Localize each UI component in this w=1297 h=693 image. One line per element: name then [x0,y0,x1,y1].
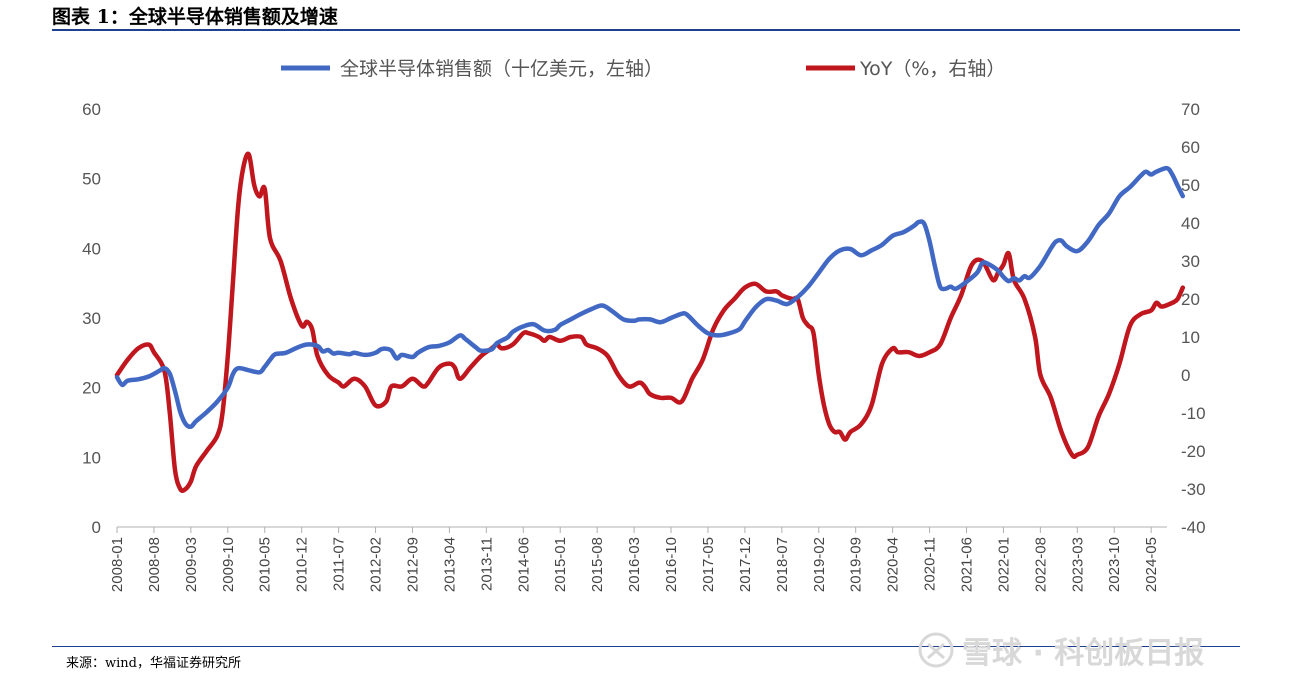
x-tick-label: 2009-10 [220,537,237,592]
x-tick-label: 2022-08 [1032,537,1049,592]
x-tick-label: 2015-01 [552,537,569,592]
x-tick-label: 2016-10 [663,537,680,592]
x-tick-label: 2011-07 [331,537,348,591]
x-tick-label: 2010-05 [257,537,274,592]
x-tick-label: 2010-12 [294,537,311,592]
x-tick-label: 2020-11 [922,537,939,591]
y-right-tick-label: 0 [1181,366,1190,385]
legend-label-sales: 全球半导体销售额（十亿美元，左轴） [340,58,663,80]
y-right-tick-label: -30 [1181,480,1206,499]
y-left-tick-label: 10 [82,448,101,467]
x-tick-label: 2023-03 [1069,537,1086,592]
y-left-tick-label: 50 [82,170,101,189]
x-tick-label: 2017-12 [737,537,754,592]
x-tick-label: 2013-11 [478,537,495,591]
x-tick-label: 2012-02 [368,537,385,592]
legend-label-yoy: YoY（%，右轴） [859,58,1005,80]
chart-series-lines [114,151,1186,493]
y-right-tick-label: -10 [1181,404,1206,423]
y-left-tick-label: 60 [82,100,101,119]
watermark-logo-icon [918,632,954,668]
x-tick-label: 2022-01 [995,537,1012,592]
y-right-tick-label: -20 [1181,442,1206,461]
x-tick-label: 2012-09 [404,537,421,592]
x-tick-label: 2008-01 [109,537,126,592]
x-tick-label: 2019-09 [848,537,865,592]
y-right-tick-label: 20 [1181,290,1200,309]
figure-title: 图表 1：全球半导体销售额及增速 [52,6,338,28]
y-right-tick-label: 40 [1181,214,1200,233]
line-chart: 2008-01 2008-08 2009-03 2009-10 2010-05 2010-… [82,58,1206,592]
y-right-tick-label: 30 [1181,252,1200,271]
x-tick-label: 2015-08 [589,537,606,592]
x-tick-label: 2024-05 [1143,537,1160,592]
y-right-tick-label: 50 [1181,176,1200,195]
x-tick-label: 2014-06 [515,537,532,592]
watermark: 雪球 · 科创板日报 [916,628,1204,672]
series-line-sales [114,165,1186,430]
source-note: 来源：wind，华福证券研究所 [66,656,241,671]
y-left-tick-label: 20 [82,379,101,398]
x-tick-label: 2009-03 [183,537,200,592]
x-tick-label: 2016-03 [626,537,643,592]
y-right-tick-label: 10 [1181,328,1200,347]
chart-legend: 全球半导体销售额（十亿美元，左轴） YoY（%，右轴） [281,58,1005,80]
bottom-rule [52,646,1240,647]
top-rule [52,29,1240,31]
watermark-text: 雪球 · 科创板日报 [962,636,1205,671]
y-right-tick-label: 60 [1181,138,1200,157]
y-right-tick-label: 70 [1181,100,1200,119]
y-left-tick-label: 40 [82,239,101,258]
x-tick-label: 2019-02 [811,537,828,592]
x-tick-label: 2013-04 [441,537,458,592]
y-right-tick-label: -40 [1181,518,1206,537]
x-tick-label: 2017-05 [700,537,717,592]
chart-axes: 2008-01 2008-08 2009-03 2009-10 2010-05 2010-… [82,100,1206,592]
x-tick-label: 2020-04 [885,537,902,592]
x-tick-label: 2018-07 [774,537,791,592]
x-tick-label: 2023-10 [1106,537,1123,592]
y-left-tick-label: 30 [82,309,101,328]
x-tick-label: 2021-06 [958,537,975,592]
y-left-tick-label: 0 [92,518,101,537]
x-tick-label: 2008-08 [146,537,163,592]
series-line-yoy [114,151,1186,493]
